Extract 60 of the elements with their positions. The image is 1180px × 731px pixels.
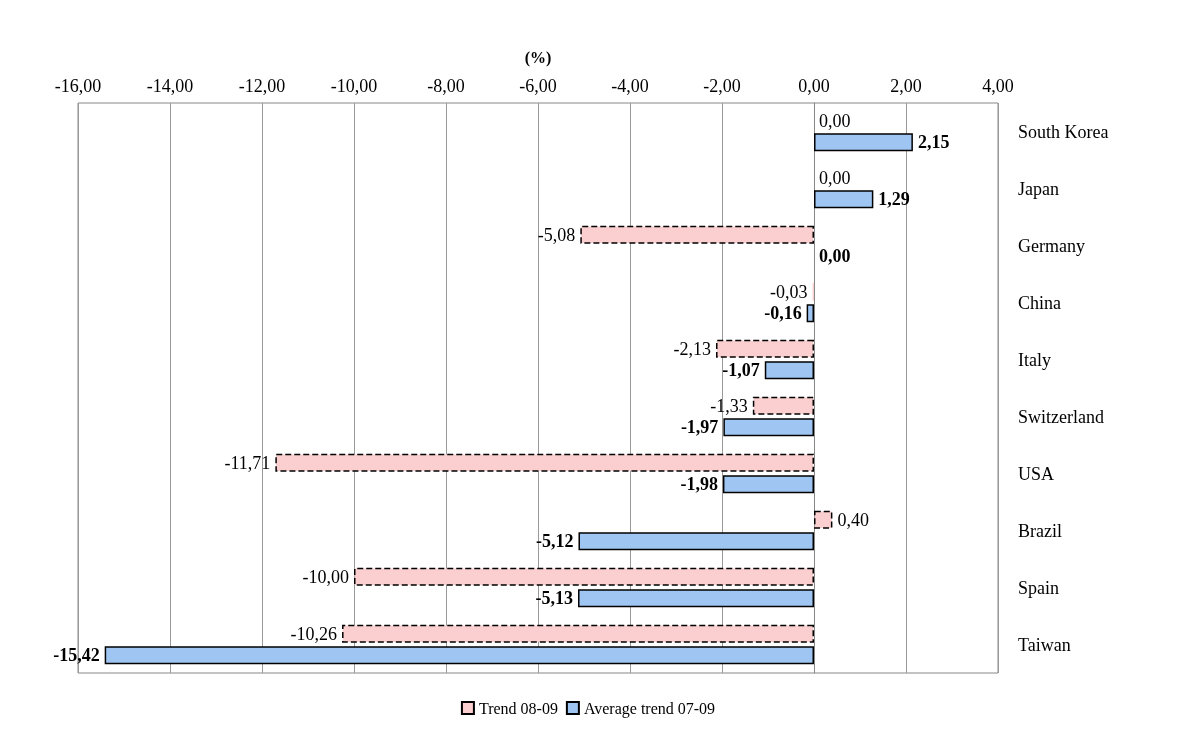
- data-label: -2,13: [673, 338, 712, 359]
- x-tick-label: -2,00: [703, 76, 741, 96]
- legend-label: Average trend 07-09: [583, 699, 716, 718]
- bar: [342, 624, 814, 643]
- data-label: 0,00: [819, 110, 851, 131]
- data-label: -0,16: [764, 303, 802, 324]
- y-tick-label: Taiwan: [1018, 634, 1071, 655]
- bar: [723, 418, 814, 437]
- x-axis-title: (%): [524, 48, 552, 67]
- data-label: -5,13: [535, 588, 574, 609]
- x-tick-label: -8,00: [427, 76, 465, 96]
- bar: [814, 133, 913, 152]
- y-tick-label: Switzerland: [1018, 406, 1104, 427]
- bar: [578, 532, 814, 551]
- x-tick-label: 4,00: [982, 76, 1014, 96]
- x-tick-label: 2,00: [890, 76, 922, 96]
- data-label: 0,40: [837, 509, 869, 530]
- y-tick-label: China: [1018, 292, 1062, 313]
- data-label: -1,33: [710, 395, 748, 416]
- bar: [354, 567, 814, 586]
- x-tick-label: -14,00: [146, 76, 194, 96]
- bar: [814, 510, 833, 529]
- data-label: -10,26: [290, 623, 338, 644]
- y-tick-label: Germany: [1018, 235, 1085, 256]
- data-label: -15,42: [53, 645, 100, 666]
- x-tick-label: -16,00: [54, 76, 102, 96]
- data-label: -1,07: [722, 360, 760, 381]
- data-label: 2,15: [917, 132, 950, 153]
- bar: [722, 475, 814, 494]
- data-label: -0,03: [770, 281, 808, 302]
- bar: [580, 225, 814, 244]
- y-tick-label: USA: [1018, 463, 1055, 484]
- x-tick-label: -12,00: [238, 76, 286, 96]
- x-tick-label: -4,00: [611, 76, 649, 96]
- legend-label: Trend 08-09: [478, 699, 558, 717]
- y-tick-label: South Korea: [1018, 121, 1109, 142]
- bar: [814, 190, 874, 209]
- bar: [806, 304, 814, 323]
- bar: [716, 339, 814, 358]
- x-tick-label: -6,00: [519, 76, 557, 96]
- data-label: -1,97: [680, 417, 719, 438]
- data-label: -10,00: [302, 566, 349, 587]
- data-label: -11,71: [224, 452, 271, 473]
- y-tick-label: Japan: [1018, 178, 1059, 199]
- bar: [578, 589, 814, 608]
- bar: [275, 453, 814, 472]
- data-label: -5,08: [537, 224, 576, 245]
- bar: [104, 646, 814, 665]
- data-label: 0,00: [819, 167, 851, 188]
- data-label: 0,00: [819, 246, 851, 267]
- data-label: -1,98: [680, 474, 718, 495]
- y-tick-label: Spain: [1018, 577, 1060, 598]
- bar: [752, 396, 814, 415]
- y-tick-label: Italy: [1018, 349, 1051, 370]
- bar: [764, 361, 814, 380]
- x-tick-label: -10,00: [330, 76, 378, 96]
- data-label: -5,12: [535, 531, 574, 552]
- x-tick-label: 0,00: [798, 76, 830, 96]
- y-tick-label: Brazil: [1018, 520, 1062, 541]
- data-label: 1,29: [878, 189, 910, 210]
